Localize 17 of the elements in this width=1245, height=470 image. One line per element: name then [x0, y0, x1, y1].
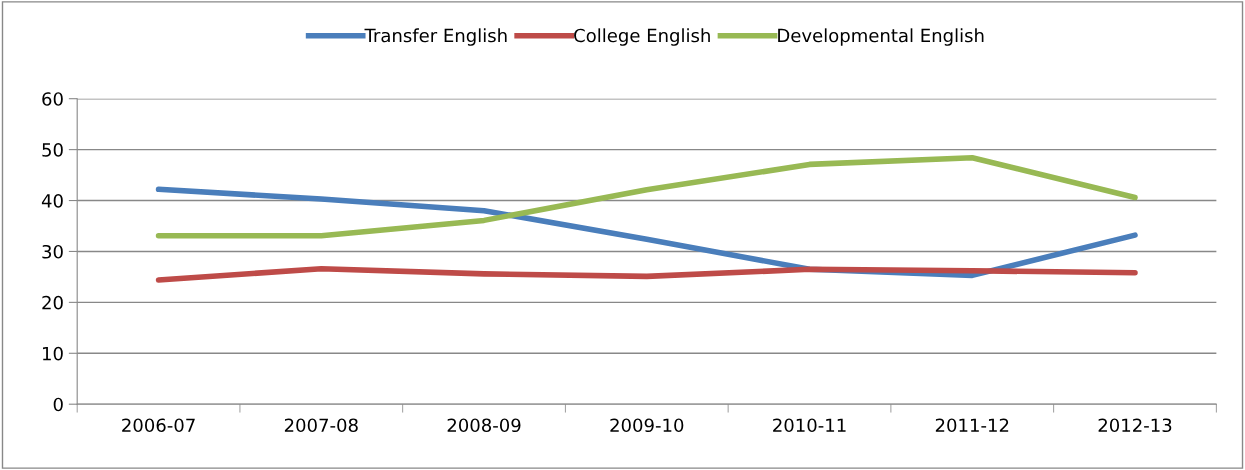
x-tick-label: 2012-13: [1098, 418, 1172, 433]
y-tick-label: 20: [42, 295, 63, 310]
x-tick-label: 2009-10: [610, 418, 684, 433]
x-tick-label: 2010-11: [773, 418, 846, 433]
legend-label: College English: [574, 28, 710, 46]
x-tick-label: 2008-09: [447, 418, 521, 433]
legend-label: Developmental English: [778, 28, 984, 46]
y-tick-label: 40: [41, 193, 63, 208]
x-tick-label: 2006-07: [122, 418, 195, 433]
y-tick-label: 50: [42, 143, 63, 157]
x-tick-label: 2011-12: [935, 418, 1009, 433]
x-tick-label: 2007-08: [284, 418, 358, 433]
y-tick-label: 0: [53, 397, 63, 412]
y-tick-label: 60: [42, 92, 63, 106]
y-tick-label: 10: [43, 346, 63, 361]
legend-label: Transfer English: [364, 28, 507, 46]
y-tick-label: 30: [42, 244, 63, 259]
